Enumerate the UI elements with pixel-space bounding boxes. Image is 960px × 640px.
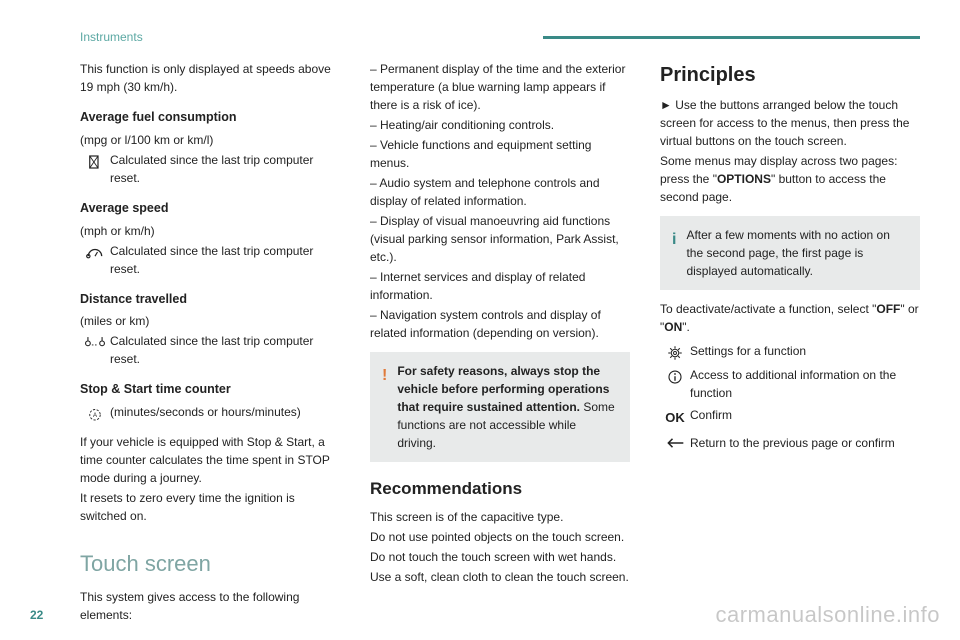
avg-speed-desc: Calculated since the last trip computer … xyxy=(110,242,340,278)
bullet-1: – Permanent display of the time and the … xyxy=(370,60,630,114)
avg-speed-unit: (mph or km/h) xyxy=(80,222,340,240)
principles-p1: ► Use the buttons arranged below the tou… xyxy=(660,96,920,150)
content-columns: This function is only displayed at speed… xyxy=(80,60,920,626)
avg-fuel-desc: Calculated since the last trip computer … xyxy=(110,151,340,187)
avg-fuel-heading: Average fuel consumption xyxy=(80,108,340,127)
stopstart-row: A (minutes/seconds or hours/minutes) xyxy=(80,403,340,423)
stopstart-unit: (minutes/seconds or hours/minutes) xyxy=(110,403,340,421)
principles-p3: To deactivate/activate a function, selec… xyxy=(660,300,920,336)
info-callout-text: After a few moments with no action on th… xyxy=(686,226,908,280)
page-number: 22 xyxy=(30,608,43,622)
rec-p1: This screen is of the capacitive type. xyxy=(370,508,630,526)
stopstart-p2: It resets to zero every time the ignitio… xyxy=(80,489,340,525)
bullet-6: – Internet services and display of relat… xyxy=(370,268,630,304)
rec-p3: Do not touch the touch screen with wet h… xyxy=(370,548,630,566)
bullet-3: – Vehicle functions and equipment settin… xyxy=(370,136,630,172)
info-icon: i xyxy=(672,228,676,252)
avg-fuel-row: Calculated since the last trip computer … xyxy=(80,151,340,187)
bullet-2: – Heating/air conditioning controls. xyxy=(370,116,630,134)
principles-p2: Some menus may display across two pages:… xyxy=(660,152,920,206)
confirm-desc: Confirm xyxy=(690,406,920,424)
recommendations-heading: Recommendations xyxy=(370,476,630,502)
safety-callout: ! For safety reasons, always stop the ve… xyxy=(370,352,630,462)
info-callout: i After a few moments with no action on … xyxy=(660,216,920,290)
ok-icon: OK xyxy=(660,406,690,428)
distance-heading: Distance travelled xyxy=(80,290,340,309)
watermark: carmanualsonline.info xyxy=(715,602,940,628)
stopstart-p1: If your vehicle is equipped with Stop & … xyxy=(80,433,340,487)
bullet-5: – Display of visual manoeuvring aid func… xyxy=(370,212,630,266)
info-row: Access to additional information on the … xyxy=(660,366,920,402)
svg-text:A: A xyxy=(93,413,97,419)
avg-speed-row: Calculated since the last trip computer … xyxy=(80,242,340,278)
bullet-7: – Navigation system controls and display… xyxy=(370,306,630,342)
rec-p2: Do not use pointed objects on the touch … xyxy=(370,528,630,546)
touch-screen-heading: Touch screen xyxy=(80,547,340,580)
column-2: – Permanent display of the time and the … xyxy=(370,60,630,626)
touch-intro: This system gives access to the followin… xyxy=(80,588,340,624)
back-arrow-icon xyxy=(660,434,690,450)
section-label: Instruments xyxy=(80,30,143,44)
intro-text: This function is only displayed at speed… xyxy=(80,60,340,96)
column-3: Principles ► Use the buttons arranged be… xyxy=(660,60,920,626)
stopstart-icon: A xyxy=(80,403,110,423)
gear-icon xyxy=(660,342,690,362)
warning-icon: ! xyxy=(382,364,387,388)
rec-p4: Use a soft, clean cloth to clean the tou… xyxy=(370,568,630,586)
info-circle-icon xyxy=(660,366,690,386)
speed-gauge-icon xyxy=(80,242,110,260)
confirm-row: OK Confirm xyxy=(660,406,920,428)
settings-desc: Settings for a function xyxy=(690,342,920,360)
bullet-4: – Audio system and telephone controls an… xyxy=(370,174,630,210)
fuel-pump-icon xyxy=(80,151,110,171)
return-desc: Return to the previous page or confirm xyxy=(690,434,920,452)
info-desc: Access to additional information on the … xyxy=(690,366,920,402)
return-row: Return to the previous page or confirm xyxy=(660,434,920,452)
avg-fuel-unit: (mpg or l/100 km or km/l) xyxy=(80,131,340,149)
distance-row: Calculated since the last trip computer … xyxy=(80,332,340,368)
distance-icon xyxy=(80,332,110,348)
avg-speed-heading: Average speed xyxy=(80,199,340,218)
distance-desc: Calculated since the last trip computer … xyxy=(110,332,340,368)
settings-row: Settings for a function xyxy=(660,342,920,362)
stopstart-heading: Stop & Start time counter xyxy=(80,380,340,399)
safety-bold: For safety reasons, always stop the vehi… xyxy=(397,364,609,414)
page-header: Instruments xyxy=(80,30,920,44)
safety-callout-text: For safety reasons, always stop the vehi… xyxy=(397,362,618,452)
header-rule xyxy=(543,36,920,39)
principles-heading: Principles xyxy=(660,60,920,90)
column-1: This function is only displayed at speed… xyxy=(80,60,340,626)
distance-unit: (miles or km) xyxy=(80,312,340,330)
